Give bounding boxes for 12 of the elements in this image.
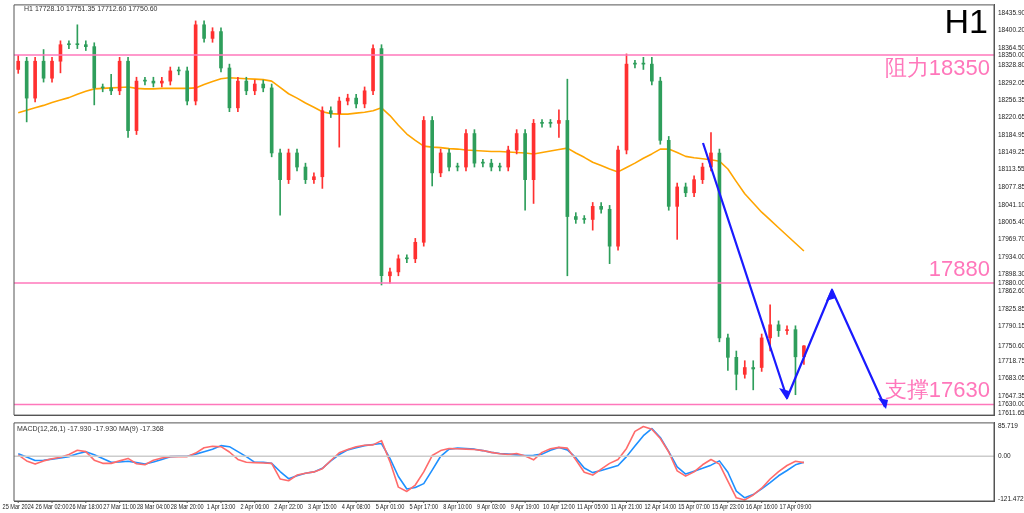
ref-line-label: 支撑17630 <box>884 377 990 403</box>
ref-line-label: 17880 <box>928 256 990 282</box>
candlestick <box>540 119 544 128</box>
candlestick <box>67 40 71 49</box>
candlestick <box>109 73 113 96</box>
chart-title: H1 <box>944 2 988 41</box>
candlestick <box>785 325 789 335</box>
candlestick <box>557 109 561 138</box>
candlestick <box>83 40 88 51</box>
candlestick <box>582 215 587 224</box>
ref-line-label: 阻力18350 <box>884 54 990 80</box>
candlestick <box>751 360 756 391</box>
